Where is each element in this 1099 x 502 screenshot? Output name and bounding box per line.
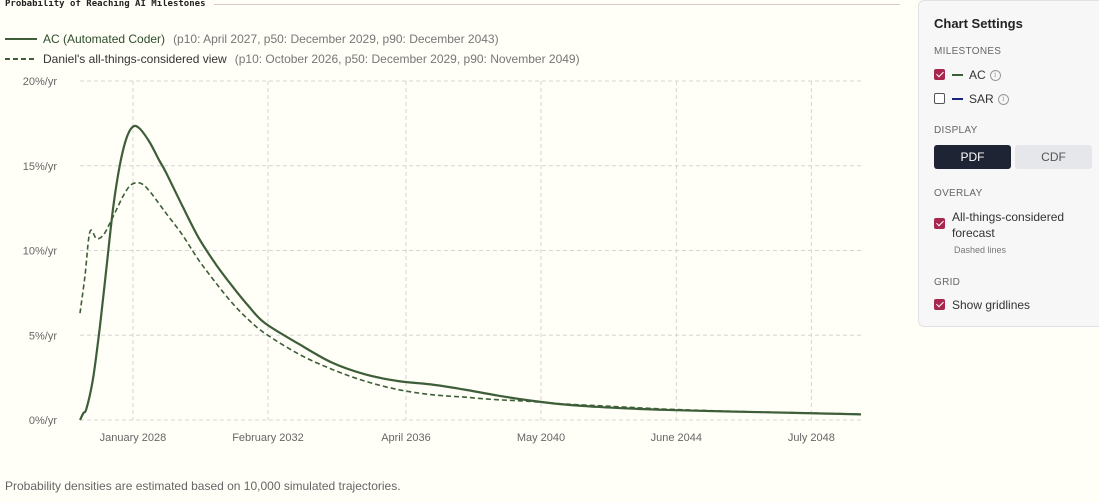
gridlines-option-label: Show gridlines [952,298,1031,312]
cdf-toggle-button[interactable]: CDF [1015,145,1092,169]
legend-item-ac[interactable]: AC (Automated Coder) (p10: April 2027, p… [5,29,580,49]
panel-title: Chart Settings [934,16,1023,31]
info-icon[interactable]: i [997,94,1009,105]
dashed-line-swatch [5,58,37,60]
x-tick-label: July 2048 [788,432,835,444]
gridlines-toggle[interactable]: Show gridlines [934,298,1030,312]
overlay-checkbox[interactable] [934,218,945,229]
overlay-forecast-toggle[interactable]: All-things-considered forecast [934,209,1077,241]
title-divider [214,4,900,5]
x-tick-label: January 2028 [100,432,167,444]
series-line-daniel [79,181,862,415]
legend: AC (Automated Coder) (p10: April 2027, p… [5,29,580,69]
overlay-note: Dashed lines [954,245,1007,255]
overlay-option-label: All-things-considered forecast [952,210,1065,240]
y-tick-label: 15%/yr [23,161,58,173]
footnote: Probability densities are estimated base… [5,479,401,493]
pdf-line-chart[interactable]: 0%/yr 5%/yr 10%/yr 15%/yr 20%/yr January 2028… [0,0,905,470]
overlay-section-label: OVERLAY [934,188,983,199]
legend-item-daniel[interactable]: Daniel's all-things-considered view (p10… [5,49,580,69]
grid-section-label: GRID [934,277,961,288]
sar-color-swatch [952,98,963,100]
solid-line-swatch [5,38,37,40]
legend-series-name: AC (Automated Coder) [43,32,166,46]
chart-title: Probability of Reaching AI Milestones [5,0,206,9]
milestones-section-label: MILESTONES [934,46,1002,57]
gridlines-checkbox[interactable] [934,299,945,310]
series-line-ac [79,124,862,421]
x-tick-label: February 2032 [232,432,304,444]
sar-checkbox[interactable] [934,93,945,104]
legend-series-percentiles: (p10: April 2027, p50: December 2029, p9… [173,32,499,46]
pdf-toggle-button[interactable]: PDF [934,145,1011,169]
legend-series-name: Daniel's all-things-considered view [43,52,227,66]
milestone-sar-label: SAR [969,92,994,106]
milestone-ac-label: AC [969,68,986,82]
y-tick-label: 0%/yr [29,415,57,427]
milestone-ac-toggle[interactable]: AC i [934,68,1001,82]
x-tick-label: April 2036 [381,432,431,444]
milestone-sar-toggle[interactable]: SAR i [934,92,1009,106]
y-tick-label: 20%/yr [23,76,58,88]
x-tick-label: June 2044 [651,432,702,444]
legend-series-percentiles: (p10: October 2026, p50: December 2029, … [234,52,580,66]
display-section-label: DISPLAY [934,125,978,136]
y-tick-label: 10%/yr [23,246,58,258]
ac-checkbox[interactable] [934,69,945,80]
info-icon[interactable]: i [989,70,1001,81]
y-tick-label: 5%/yr [29,330,57,342]
x-tick-label: May 2040 [517,432,565,444]
ac-color-swatch [952,74,963,76]
